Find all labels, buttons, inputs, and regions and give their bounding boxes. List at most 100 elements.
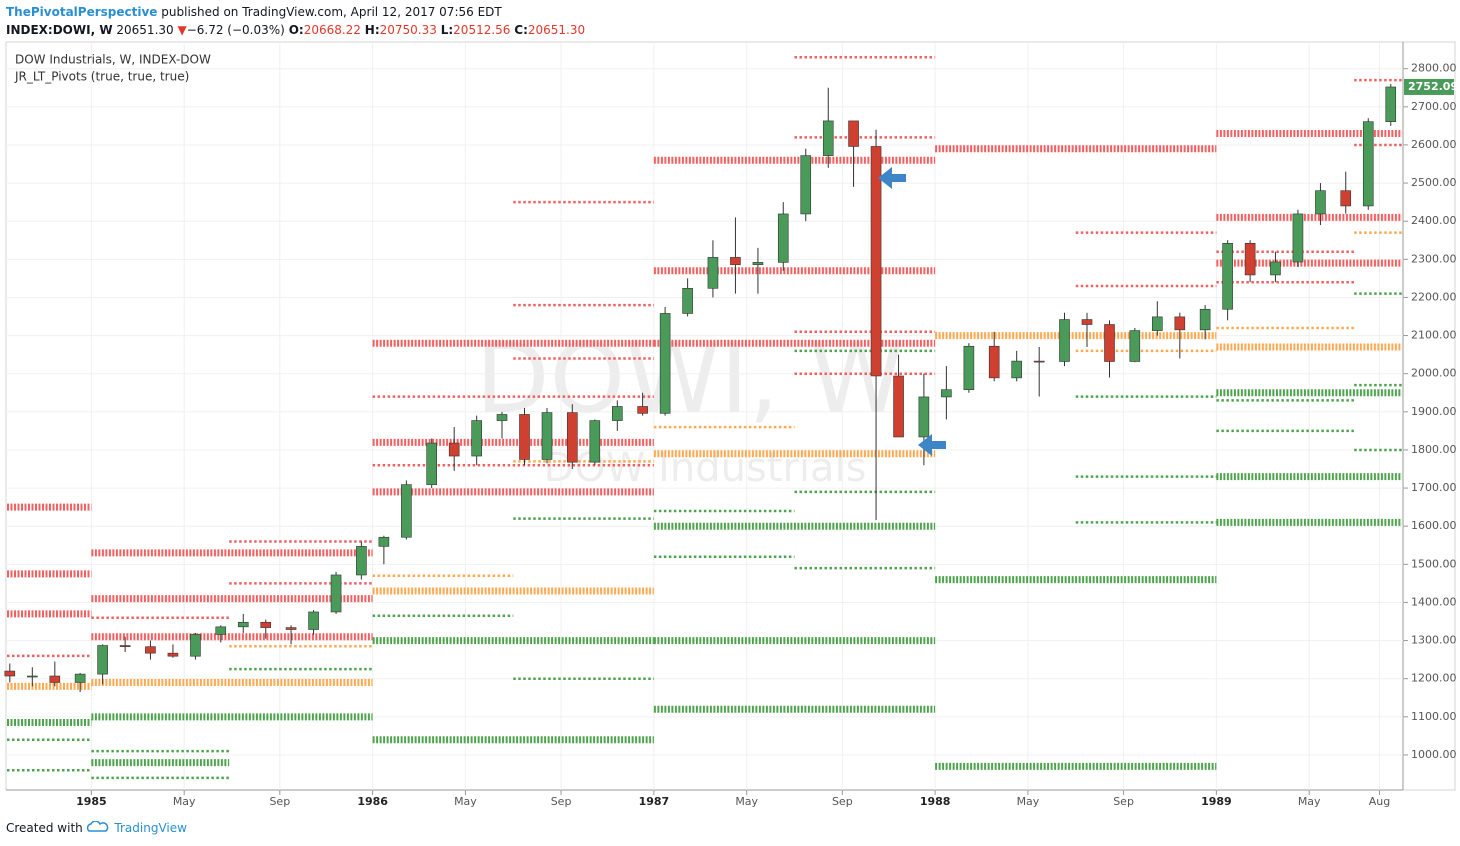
candle-body: [822, 120, 834, 156]
arrow: [918, 434, 946, 456]
y-tick-label: 1600.00: [1411, 519, 1457, 532]
candle-body: [401, 484, 412, 538]
y-tick-label: 1700.00: [1411, 481, 1457, 494]
candle-body: [1152, 316, 1163, 331]
candle-body: [1033, 360, 1045, 363]
candle-body: [308, 611, 319, 630]
x-tick-label: May: [1298, 795, 1321, 808]
candle-body: [1385, 86, 1397, 122]
x-tick-label: 1989: [1201, 795, 1232, 808]
x-tick-label: May: [454, 795, 477, 808]
candle-body: [1104, 324, 1115, 362]
footer-brand[interactable]: TradingView: [114, 821, 187, 835]
candle-body: [426, 442, 437, 485]
tv-logo: [86, 820, 108, 832]
candle-body: [1059, 319, 1070, 362]
high: 20750.33: [379, 23, 437, 37]
x-tick-label: Sep: [832, 795, 853, 808]
y-tick-label: 1800.00: [1411, 443, 1457, 456]
candle-body: [1129, 330, 1141, 362]
c-label: C:: [514, 23, 528, 37]
candle-body: [567, 412, 578, 463]
candle-body: [1174, 316, 1186, 331]
candle-body: [1292, 213, 1304, 263]
quote-line: INDEX:DOWI, W 20651.30 ▼−6.72 (−0.03%) O…: [6, 21, 585, 39]
candle-body: [145, 646, 156, 654]
candle-body: [1081, 319, 1093, 325]
x-tick-label: May: [735, 795, 758, 808]
price: 20651.30: [116, 23, 174, 37]
x-tick-label: Sep: [551, 795, 572, 808]
x-tick-label: 1986: [357, 795, 388, 808]
y-tick-label: 2400.00: [1411, 214, 1457, 227]
candle-body: [4, 670, 16, 677]
o-label: O:: [288, 23, 304, 37]
candle-body: [167, 652, 179, 657]
candle-body: [1315, 190, 1326, 215]
candle-body: [963, 345, 975, 390]
y-tick-label: 2200.00: [1411, 290, 1457, 303]
footer: Created with TradingView: [6, 820, 187, 835]
candle-body: [119, 645, 131, 647]
legend-indicator[interactable]: JR_LT_Pivots (true, true, true): [14, 70, 189, 84]
y-tick-label: 1500.00: [1411, 557, 1457, 570]
close: 20651.30: [527, 23, 586, 37]
candle-body: [496, 414, 508, 421]
change-arrow: ▼: [177, 23, 187, 37]
candle-body: [682, 287, 693, 314]
candle-body: [893, 375, 904, 438]
created-with: Created with: [6, 821, 83, 835]
candle-body: [870, 146, 882, 377]
candle-body: [941, 389, 952, 398]
published: published on TradingView.com, April 12, …: [161, 5, 502, 19]
publish-line: ThePivotalPerspective published on Tradi…: [6, 3, 585, 21]
candle-body: [285, 627, 297, 630]
x-tick-label: Sep: [1113, 795, 1134, 808]
candle-body: [659, 313, 671, 414]
low: 20512.56: [453, 23, 511, 37]
candle-body: [519, 414, 530, 460]
candle-body: [1270, 261, 1281, 276]
candle-body: [1340, 190, 1352, 207]
x-tick-label: May: [1017, 795, 1040, 808]
x-tick-label: 1985: [76, 795, 107, 808]
x-tick-label: Sep: [269, 795, 290, 808]
candle-body: [190, 634, 201, 657]
candle-body: [378, 536, 390, 547]
x-tick-label: 1987: [639, 795, 670, 808]
y-tick-label: 2800.00: [1411, 62, 1457, 75]
candle-body: [471, 420, 482, 457]
candle-body: [448, 442, 460, 457]
candle-body: [237, 621, 249, 628]
x-tick-label: May: [173, 795, 196, 808]
candle-body: [707, 257, 719, 289]
candle-body: [49, 675, 61, 683]
candle-body: [330, 574, 342, 613]
open: 20668.22: [303, 23, 361, 37]
author[interactable]: ThePivotalPerspective: [6, 5, 158, 19]
last-price-label: 2752.09: [1408, 80, 1458, 93]
y-tick-label: 1100.00: [1411, 710, 1457, 723]
candle-body: [356, 546, 367, 576]
candle-body: [1011, 360, 1022, 379]
candle-body: [1222, 243, 1233, 310]
candle-body: [97, 645, 108, 675]
symbol: INDEX:DOWI, W: [6, 23, 113, 37]
candle-body: [1244, 243, 1256, 276]
y-tick-label: 2500.00: [1411, 176, 1457, 189]
candle-body: [730, 257, 741, 265]
candle-body: [74, 673, 86, 683]
y-tick-label: 2600.00: [1411, 138, 1457, 151]
candle-body: [215, 626, 227, 635]
candle-body: [637, 406, 648, 414]
y-tick-label: 2000.00: [1411, 367, 1457, 380]
candle-body: [612, 406, 623, 421]
candle-body: [260, 621, 272, 628]
x-tick-label: Aug: [1369, 795, 1390, 808]
header: ThePivotalPerspective published on Tradi…: [6, 3, 585, 39]
candle-body: [27, 675, 38, 678]
candle-body: [988, 345, 1000, 379]
legend-series[interactable]: DOW Industrials, W, INDEX-DOW: [15, 53, 211, 67]
watermark: DOWI, W: [476, 322, 905, 434]
